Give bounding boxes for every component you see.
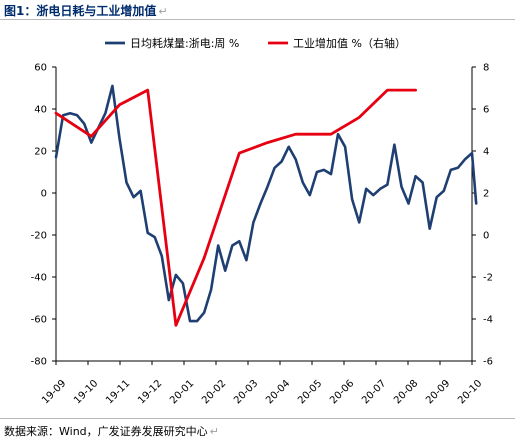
x-axis-tick-label: 20-07 <box>360 378 388 406</box>
return-mark-icon: ↵ <box>158 5 168 18</box>
left-axis-tick-label: 20 <box>34 147 47 158</box>
left-axis-tick-label: -60 <box>31 315 47 326</box>
series-layer <box>54 84 478 327</box>
right-axis-tick-label: 2 <box>483 189 489 200</box>
return-mark-icon: ↵ <box>209 425 219 438</box>
x-axis-tick-label: 20-09 <box>424 378 452 406</box>
right-axis-tick-label: -4 <box>483 315 493 326</box>
x-axis-tick-label: 20-06 <box>328 378 356 406</box>
left-axis-tick-label: -40 <box>31 273 47 284</box>
x-axis-tick-label: 20-03 <box>232 378 260 406</box>
series-line-industry <box>54 88 418 327</box>
x-axis-tick-label: 20-08 <box>392 378 420 406</box>
legend-label: 工业增加值 %（右轴） <box>293 36 406 50</box>
series-line-coal <box>54 84 478 323</box>
x-axis-tick-label: 20-10 <box>456 378 484 406</box>
right-axis-tick-label: 0 <box>483 231 489 242</box>
legend: 日均耗煤量:浙电:周 % 工业增加值 %（右轴） <box>105 36 406 50</box>
chart-title: 图1：浙电日耗与工业增加值 ↵ <box>4 2 168 19</box>
left-axis-tick-label: -80 <box>31 357 47 368</box>
right-axis-tick-label: -2 <box>483 273 493 284</box>
x-axis-tick-label: 20-05 <box>296 378 324 406</box>
chart-footer: 数据来源：Wind，广发证券发展研究中心 ↵ <box>0 418 515 440</box>
right-axis-tick-label: 8 <box>483 63 489 74</box>
x-axis-tick-label: 19-10 <box>72 378 100 406</box>
source-text: 数据来源：Wind，广发证券发展研究中心 <box>4 425 208 438</box>
right-axis-tick-label: 6 <box>483 105 489 116</box>
source-note: 数据来源：Wind，广发证券发展研究中心 ↵ <box>4 423 219 439</box>
x-axis-tick-label: 19-09 <box>40 378 68 406</box>
right-axis-tick-label: -6 <box>483 357 493 368</box>
left-axis-tick-label: 0 <box>41 189 47 200</box>
chart-title-text: 图1：浙电日耗与工业增加值 <box>4 4 157 18</box>
chart-header: 图1：浙电日耗与工业增加值 ↵ <box>0 0 515 20</box>
x-axis-tick-label: 19-12 <box>136 378 164 406</box>
x-axis-tick-label: 19-11 <box>104 378 132 406</box>
legend-label: 日均耗煤量:浙电:周 % <box>130 37 239 50</box>
x-axis-tick-label: 20-04 <box>264 378 292 406</box>
x-axis-tick-label: 20-01 <box>168 378 196 406</box>
left-axis-tick-label: 60 <box>34 63 47 74</box>
right-axis-tick-label: 4 <box>483 147 489 158</box>
left-axis-tick-label: 40 <box>34 105 47 116</box>
left-axis-tick-label: -20 <box>31 231 47 242</box>
x-axis-tick-label: 20-02 <box>200 378 228 406</box>
